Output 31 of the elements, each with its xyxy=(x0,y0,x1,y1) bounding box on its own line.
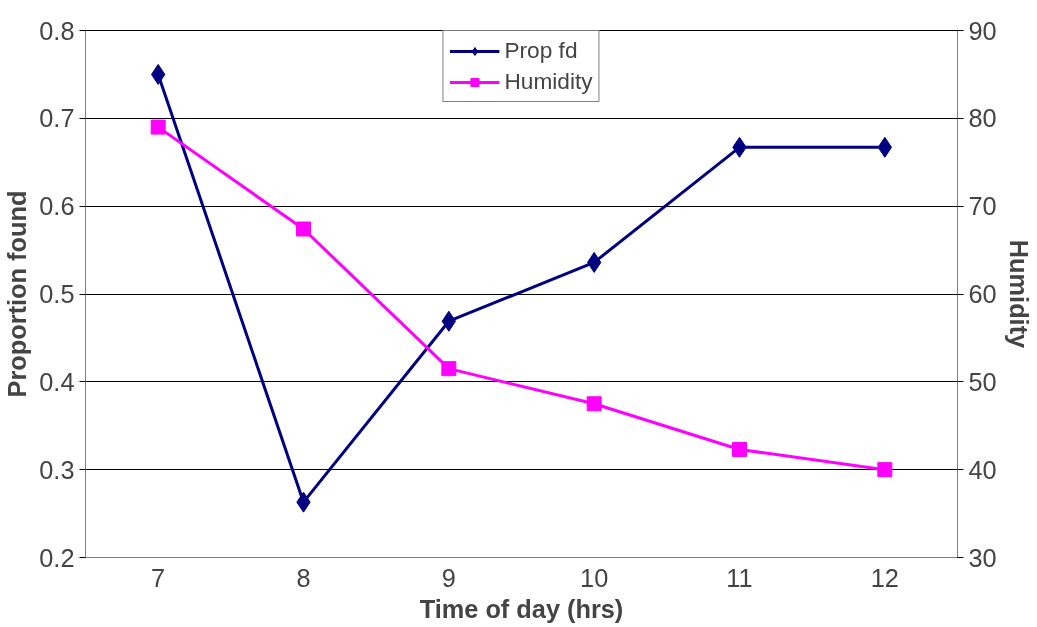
x-tick-label: 8 xyxy=(296,563,311,592)
x-tick-label: 7 xyxy=(151,563,166,592)
x-tick-label: 9 xyxy=(441,563,456,592)
point xyxy=(877,462,893,478)
y-tick-label: 0.4 xyxy=(39,367,75,396)
y2-tick-label: 80 xyxy=(968,104,997,133)
y-axis-title: Proportion found xyxy=(3,190,32,398)
y2-tick-label: 50 xyxy=(968,367,997,396)
x-axis-title: Time of day (hrs) xyxy=(419,594,624,623)
point xyxy=(586,396,602,412)
y-tick-label: 0.6 xyxy=(39,192,75,221)
y-tick-label: 0.7 xyxy=(39,104,75,133)
y2-tick-label: 30 xyxy=(968,543,997,572)
y2-tick-label: 90 xyxy=(968,16,997,45)
y-tick-label: 0.8 xyxy=(39,16,75,45)
point xyxy=(296,221,311,237)
y2-axis-title: Humidity xyxy=(1004,239,1033,349)
x-tick-label: 10 xyxy=(580,563,609,592)
legend-label: Prop fd xyxy=(504,37,578,64)
y2-tick-label: 40 xyxy=(968,455,997,484)
y-tick-label: 0.3 xyxy=(39,455,75,484)
y-tick-label: 0.2 xyxy=(39,543,75,572)
y2-tick-label: 60 xyxy=(968,280,997,308)
point xyxy=(732,441,747,457)
y2-tick-label: 70 xyxy=(968,192,997,221)
point xyxy=(441,361,457,377)
y-tick-label: 0.5 xyxy=(39,280,75,308)
legend-label: Humidity xyxy=(504,68,593,95)
x-tick-label: 12 xyxy=(870,563,899,592)
x-tick-label: 11 xyxy=(726,563,753,592)
point xyxy=(150,119,166,135)
